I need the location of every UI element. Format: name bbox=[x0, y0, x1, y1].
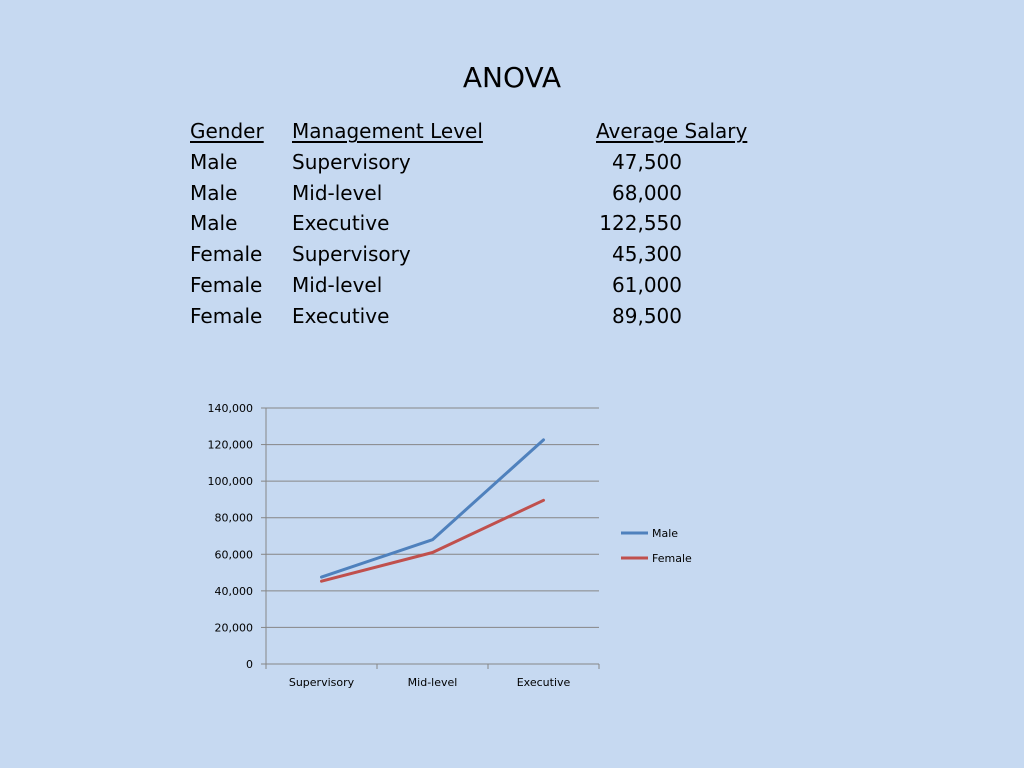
row-management-level: Mid-level bbox=[292, 180, 383, 205]
y-tick-label: 120,000 bbox=[208, 439, 254, 452]
table-row: Female Supervisory 45,300 bbox=[190, 239, 770, 270]
y-tick-label: 140,000 bbox=[208, 402, 254, 415]
y-tick-label: 40,000 bbox=[215, 585, 254, 598]
y-tick-label: 60,000 bbox=[215, 548, 254, 561]
row-management-level: Supervisory bbox=[292, 149, 411, 174]
row-gender: Male bbox=[190, 180, 238, 205]
row-management-level: Executive bbox=[292, 303, 390, 328]
row-management-level: Mid-level bbox=[292, 272, 383, 297]
y-tick-label: 0 bbox=[246, 658, 253, 671]
x-tick-label: Mid-level bbox=[408, 676, 458, 689]
table-row: Male Supervisory 47,500 bbox=[190, 147, 770, 178]
row-management-level: Executive bbox=[292, 211, 390, 236]
table-row: Male Executive 122,550 bbox=[190, 208, 770, 239]
row-average-salary: 122,550 bbox=[599, 211, 682, 236]
legend-label-female: Female bbox=[652, 552, 692, 565]
salary-line-chart: 0 20,000 40,000 60,000 80,000 100,000 120,000 1… bbox=[195, 395, 735, 709]
row-average-salary: 89,500 bbox=[612, 303, 682, 328]
row-gender: Male bbox=[190, 149, 238, 174]
row-gender: Female bbox=[190, 242, 263, 267]
row-gender: Male bbox=[190, 211, 238, 236]
header-gender: Gender bbox=[190, 119, 264, 143]
x-tick-label: Supervisory bbox=[289, 676, 355, 689]
table-row: Female Executive 89,500 bbox=[190, 301, 770, 332]
row-gender: Female bbox=[190, 303, 263, 328]
series-line-male bbox=[320, 438, 545, 579]
salary-table: Gender Management Level Average Salary M… bbox=[190, 116, 770, 332]
row-average-salary: 61,000 bbox=[612, 272, 682, 297]
y-tick-label: 100,000 bbox=[208, 475, 254, 488]
y-tick-label: 80,000 bbox=[215, 512, 254, 525]
row-average-salary: 68,000 bbox=[612, 180, 682, 205]
header-management-level: Management Level bbox=[292, 119, 483, 143]
y-tick-label: 20,000 bbox=[215, 621, 254, 634]
row-management-level: Supervisory bbox=[292, 242, 411, 267]
row-average-salary: 45,300 bbox=[612, 242, 682, 267]
chart-canvas: 0 20,000 40,000 60,000 80,000 100,000 120,000 1… bbox=[208, 402, 693, 689]
header-average-salary: Average Salary bbox=[596, 119, 748, 143]
table-row: Male Mid-level 68,000 bbox=[190, 178, 770, 209]
x-tick-label: Executive bbox=[517, 676, 571, 689]
legend-label-male: Male bbox=[652, 527, 678, 540]
series-line-female bbox=[320, 498, 545, 583]
table-header-row: Gender Management Level Average Salary bbox=[190, 116, 770, 147]
slide-title: ANOVA bbox=[462, 61, 562, 94]
row-average-salary: 47,500 bbox=[612, 149, 682, 174]
row-gender: Female bbox=[190, 272, 263, 297]
table-row: Female Mid-level 61,000 bbox=[190, 270, 770, 301]
